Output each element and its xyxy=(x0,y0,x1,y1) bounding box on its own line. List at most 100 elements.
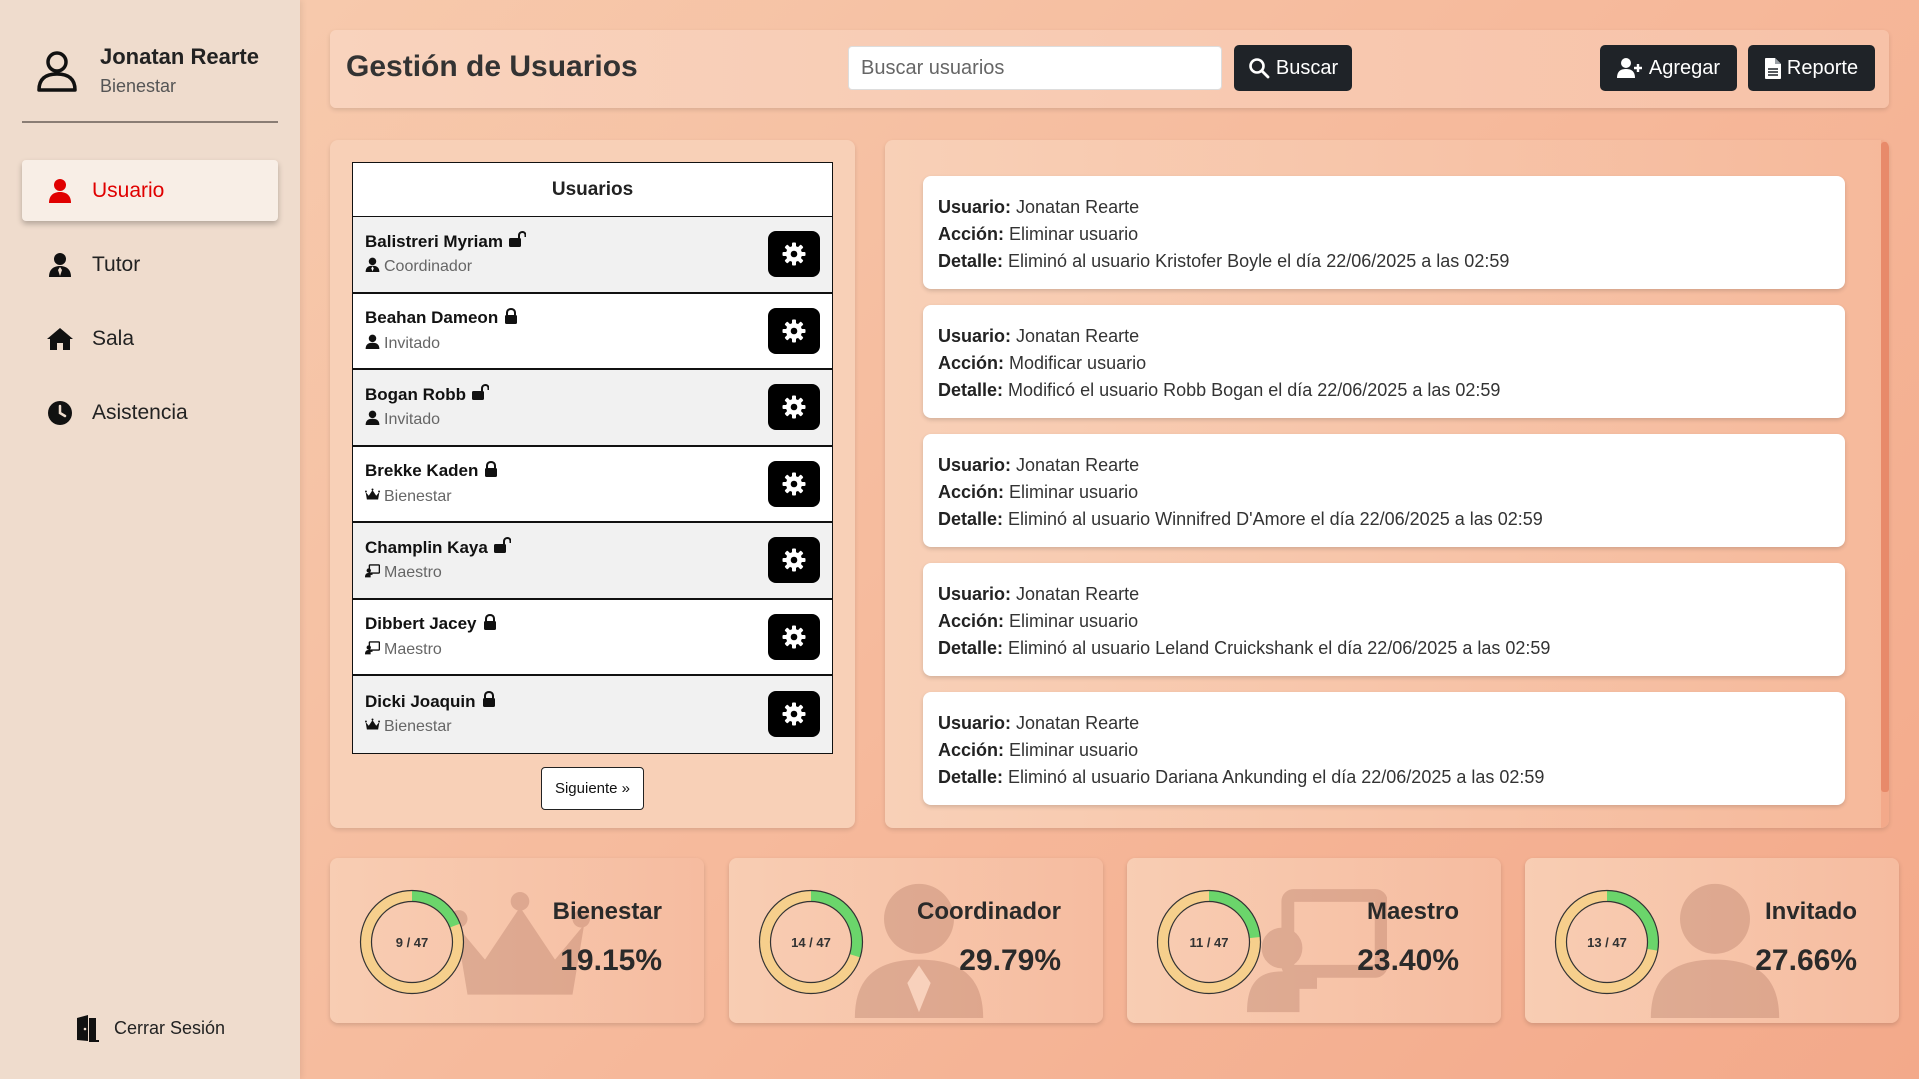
user-info: Dibbert Jacey Maestro xyxy=(365,613,497,660)
log-user-label: Usuario: xyxy=(938,197,1012,217)
add-user-button[interactable]: Agregar xyxy=(1600,45,1737,91)
user-outline-icon xyxy=(37,50,77,92)
log-detail-line: Detalle: Eliminó al usuario Leland Cruic… xyxy=(938,635,1830,662)
report-button[interactable]: Reporte xyxy=(1748,45,1875,91)
donut-chart xyxy=(1156,889,1262,995)
user-info: Bogan Robb Invitado xyxy=(365,384,490,430)
gear-icon xyxy=(782,548,806,572)
log-action-line: Acción: Eliminar usuario xyxy=(938,479,1830,506)
log-action-value: Modificar usuario xyxy=(1009,353,1147,373)
log-detail-label: Detalle: xyxy=(938,767,1004,787)
user-info: Champlin Kaya Maestro xyxy=(365,537,512,583)
settings-button[interactable] xyxy=(768,613,820,660)
user-name: Champlin Kaya xyxy=(365,537,512,558)
activity-log-list: Usuario: Jonatan Rearte Acción: Eliminar… xyxy=(923,176,1845,821)
log-detail-label: Detalle: xyxy=(938,251,1004,271)
gear-icon xyxy=(782,702,806,726)
sidebar-nav: Usuario Tutor Sala Asistencia xyxy=(22,160,278,456)
crown-icon xyxy=(365,717,384,737)
user-role: Invitado xyxy=(365,410,489,430)
settings-button[interactable] xyxy=(768,460,820,507)
log-entry: Usuario: Jonatan Rearte Acción: Eliminar… xyxy=(923,563,1845,676)
log-user-label: Usuario: xyxy=(938,584,1012,604)
user-icon xyxy=(365,410,384,430)
chalkboard-teacher-icon xyxy=(365,563,384,583)
unlock-icon xyxy=(503,231,527,252)
sidebar-item-label: Asistencia xyxy=(92,400,188,424)
sidebar-item-label: Tutor xyxy=(92,252,141,276)
settings-button[interactable] xyxy=(768,307,820,354)
sidebar-item-tutor[interactable]: Tutor xyxy=(22,234,278,295)
log-user-label: Usuario: xyxy=(938,326,1012,346)
log-user-line: Usuario: Jonatan Rearte xyxy=(938,452,1830,479)
door-open-icon xyxy=(77,1015,99,1042)
log-user-value: Jonatan Rearte xyxy=(1016,713,1140,733)
user-icon xyxy=(365,334,384,354)
log-scrollbar-thumb[interactable] xyxy=(1881,142,1889,792)
page-title: Gestión de Usuarios xyxy=(346,50,638,83)
sidebar-item-sala[interactable]: Sala xyxy=(22,308,278,369)
stat-card-invitado: 13 / 47 Invitado 27.66% xyxy=(1525,858,1899,1023)
users-table-body: Balistreri Myriam Coordinador xyxy=(353,217,832,753)
user-role-text: Invitado xyxy=(384,334,441,352)
sidebar-item-usuario[interactable]: Usuario xyxy=(22,160,278,221)
log-user-value: Jonatan Rearte xyxy=(1016,197,1140,217)
settings-button[interactable] xyxy=(768,691,820,738)
sidebar-divider xyxy=(22,121,278,123)
settings-button[interactable] xyxy=(768,384,820,431)
clock-icon xyxy=(46,399,74,427)
log-action-line: Acción: Eliminar usuario xyxy=(938,608,1830,635)
log-action-value: Eliminar usuario xyxy=(1009,740,1139,760)
lock-icon xyxy=(477,613,497,635)
user-icon xyxy=(46,177,74,205)
table-row: Beahan Dameon Invitado xyxy=(353,293,832,370)
settings-button[interactable] xyxy=(768,537,820,584)
log-detail-label: Detalle: xyxy=(938,638,1004,658)
user-role-text: Bienestar xyxy=(384,718,452,736)
log-action-label: Acción: xyxy=(938,611,1005,631)
user-role-text: Bienestar xyxy=(384,487,452,505)
user-name: Dibbert Jacey xyxy=(365,613,497,635)
user-role: Maestro xyxy=(365,563,511,583)
user-info: Dicki Joaquin Bienestar xyxy=(365,691,496,737)
log-action-label: Acción: xyxy=(938,224,1005,244)
stat-percent: 27.66% xyxy=(1755,944,1857,977)
user-name-text: Balistreri Myriam xyxy=(365,231,503,251)
log-action-line: Acción: Eliminar usuario xyxy=(938,221,1830,248)
logout-button[interactable]: Cerrar Sesión xyxy=(74,1014,225,1042)
user-role: Maestro xyxy=(365,640,497,660)
user-info: Balistreri Myriam Coordinador xyxy=(365,231,527,277)
search-icon xyxy=(1249,58,1270,79)
search-button[interactable]: Buscar xyxy=(1234,45,1352,91)
log-detail-value: Eliminó al usuario Dariana Ankunding el … xyxy=(1008,767,1545,787)
report-button-label: Reporte xyxy=(1786,56,1859,79)
next-page-button[interactable]: Siguiente » xyxy=(541,767,644,810)
profile: Jonatan Rearte Bienestar xyxy=(36,44,259,97)
stat-percent: 19.15% xyxy=(560,944,662,977)
gear-icon xyxy=(782,395,806,419)
stat-count: 14 / 47 xyxy=(791,934,831,950)
user-role-text: Coordinador xyxy=(384,258,473,276)
user-role-text: Maestro xyxy=(384,564,442,582)
unlock-icon xyxy=(466,384,490,405)
lock-icon xyxy=(476,691,496,712)
search-input[interactable] xyxy=(848,46,1222,90)
sidebar-item-asistencia[interactable]: Asistencia xyxy=(22,382,278,443)
crown-icon xyxy=(365,487,384,507)
log-user-line: Usuario: Jonatan Rearte xyxy=(938,323,1830,350)
log-action-value: Eliminar usuario xyxy=(1009,611,1139,631)
log-entry: Usuario: Jonatan Rearte Acción: Modifica… xyxy=(923,305,1845,418)
log-user-label: Usuario: xyxy=(938,713,1012,733)
gear-icon xyxy=(782,625,806,649)
settings-button[interactable] xyxy=(768,231,820,278)
table-row: Bogan Robb Invitado xyxy=(353,370,832,447)
stat-title: Maestro xyxy=(1366,898,1459,925)
log-action-value: Eliminar usuario xyxy=(1009,224,1139,244)
user-tie-icon xyxy=(46,251,74,279)
log-user-value: Jonatan Rearte xyxy=(1016,455,1140,475)
home-icon xyxy=(46,325,74,353)
user-name: Brekke Kaden xyxy=(365,460,498,482)
search-button-label: Buscar xyxy=(1275,56,1339,79)
donut-fill xyxy=(1555,890,1659,994)
user-name: Balistreri Myriam xyxy=(365,231,527,252)
